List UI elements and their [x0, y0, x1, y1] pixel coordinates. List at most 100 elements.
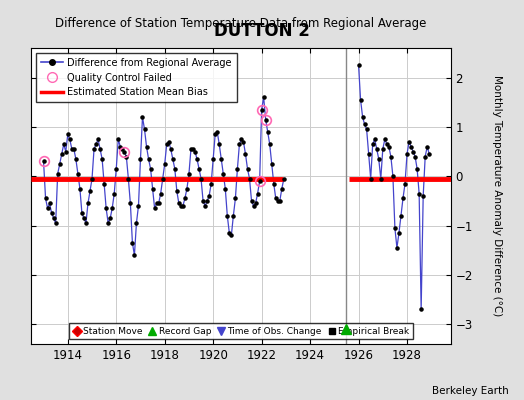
Point	[120, 148, 128, 155]
Point	[237, 136, 246, 142]
Point	[219, 170, 227, 177]
Point	[140, 126, 149, 133]
Point	[254, 190, 262, 197]
Point	[259, 94, 268, 100]
Point	[75, 186, 84, 192]
Point	[209, 156, 217, 162]
Point	[413, 166, 421, 172]
Point	[146, 166, 155, 172]
Point	[205, 193, 213, 199]
Point	[174, 200, 183, 206]
Point	[239, 138, 248, 145]
Point	[94, 136, 102, 142]
Text: Berkeley Earth: Berkeley Earth	[432, 386, 508, 396]
Point	[53, 170, 62, 177]
Point	[114, 136, 123, 142]
Legend: Station Move, Record Gap, Time of Obs. Change, Empirical Break: Station Move, Record Gap, Time of Obs. C…	[69, 323, 413, 340]
Point	[84, 200, 92, 206]
Point	[411, 153, 419, 160]
Point	[391, 225, 399, 231]
Point	[383, 141, 391, 148]
Point	[148, 186, 157, 192]
Point	[375, 156, 383, 162]
Point	[268, 161, 276, 167]
Point	[397, 212, 405, 219]
Point	[389, 173, 397, 180]
Point	[395, 230, 403, 236]
Point	[86, 188, 94, 194]
Point	[172, 188, 181, 194]
Point	[167, 146, 175, 152]
Point	[169, 156, 177, 162]
Point	[249, 203, 258, 209]
Point	[155, 200, 163, 206]
Point	[48, 210, 56, 216]
Point	[70, 146, 78, 152]
Point	[143, 144, 151, 150]
Point	[280, 176, 288, 182]
Point	[51, 220, 60, 226]
Point	[401, 180, 409, 187]
Point	[363, 126, 371, 133]
Point	[181, 195, 189, 202]
Point	[158, 176, 167, 182]
Point	[130, 252, 139, 258]
Point	[225, 230, 234, 236]
Point	[56, 161, 64, 167]
Point	[407, 144, 415, 150]
Point	[245, 176, 254, 182]
Point	[380, 136, 389, 142]
Point	[229, 212, 237, 219]
Point	[128, 240, 137, 246]
Point	[366, 176, 375, 182]
Point	[356, 97, 365, 103]
Point	[385, 144, 393, 150]
Point	[138, 114, 147, 120]
Point	[185, 170, 193, 177]
Point	[197, 176, 205, 182]
Point	[403, 151, 411, 157]
Point	[60, 141, 68, 148]
Point	[243, 166, 252, 172]
Point	[78, 210, 86, 216]
Point	[98, 156, 106, 162]
Point	[231, 195, 239, 202]
Point	[112, 166, 121, 172]
Text: DUTTON 2: DUTTON 2	[214, 22, 310, 40]
Point	[90, 146, 98, 152]
Point	[100, 180, 108, 187]
Point	[276, 198, 284, 204]
Point	[96, 146, 104, 152]
Point	[257, 106, 266, 113]
Point	[203, 198, 211, 204]
Point	[373, 146, 381, 152]
Point	[377, 176, 385, 182]
Point	[199, 198, 208, 204]
Point	[193, 156, 201, 162]
Point	[179, 203, 187, 209]
Point	[136, 156, 145, 162]
Point	[82, 220, 90, 226]
Point	[274, 198, 282, 204]
Point	[68, 146, 76, 152]
Point	[252, 200, 260, 206]
Point	[195, 166, 203, 172]
Point	[134, 203, 143, 209]
Point	[423, 144, 431, 150]
Point	[157, 190, 165, 197]
Point	[72, 156, 80, 162]
Point	[211, 131, 220, 138]
Point	[110, 190, 118, 197]
Point	[189, 146, 197, 152]
Point	[233, 166, 242, 172]
Point	[217, 156, 225, 162]
Point	[66, 136, 74, 142]
Point	[399, 195, 407, 202]
Point	[150, 205, 159, 212]
Point	[187, 146, 195, 152]
Point	[264, 129, 272, 135]
Point	[392, 244, 401, 251]
Point	[415, 190, 423, 197]
Point	[241, 151, 249, 157]
Point	[269, 180, 278, 187]
